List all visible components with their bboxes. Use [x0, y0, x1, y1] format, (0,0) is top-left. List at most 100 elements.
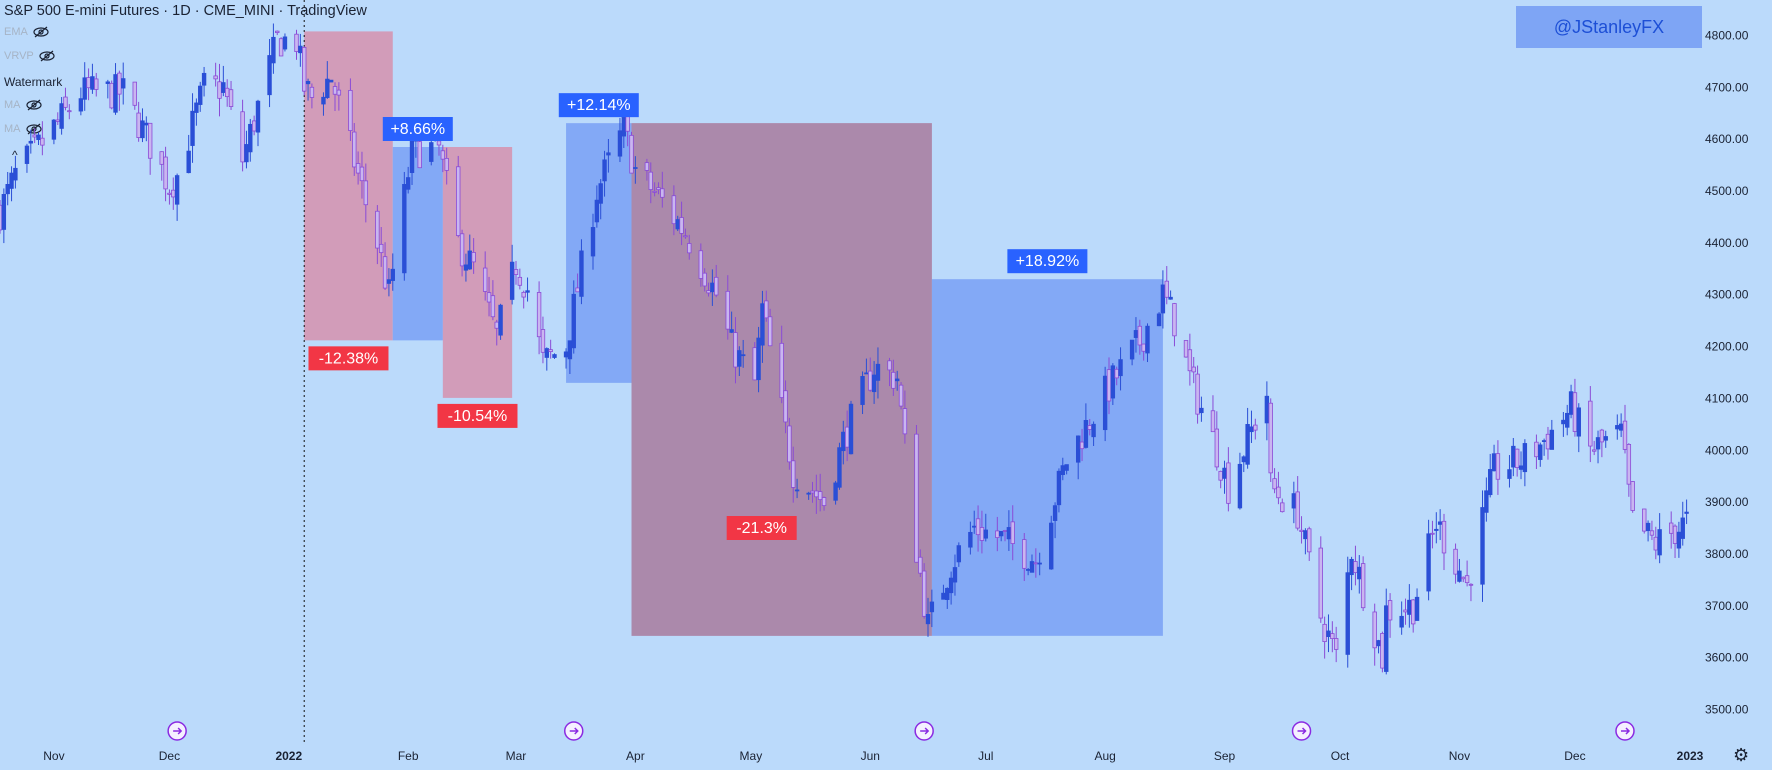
candle-body	[998, 531, 1004, 537]
y-tick-label: 4500.00	[1705, 184, 1749, 198]
indicator-ma-1[interactable]: MA	[4, 99, 43, 111]
indicator-ema[interactable]: EMA	[4, 26, 50, 38]
candle-body	[1106, 369, 1112, 402]
candle-body	[467, 250, 472, 270]
candle-body	[579, 250, 584, 297]
candle-body	[590, 227, 596, 257]
candle-body	[652, 190, 657, 193]
candle-body	[1299, 529, 1304, 532]
candle-body	[167, 192, 172, 195]
candle-body	[201, 72, 207, 86]
candle-body	[1437, 521, 1443, 525]
drawdown-box	[442, 147, 513, 398]
candle-body	[375, 210, 380, 249]
range-label-bg	[382, 117, 453, 142]
candle-body	[1588, 400, 1593, 447]
indicator-ma-2[interactable]: MA	[4, 123, 43, 135]
candle-body	[544, 348, 549, 358]
candle-body	[486, 292, 492, 303]
candle-body	[1156, 313, 1162, 327]
eye-off-icon[interactable]	[25, 123, 43, 135]
candle-body	[1006, 527, 1012, 540]
arrow-right-icon	[569, 727, 579, 735]
gear-icon[interactable]: ⚙	[1733, 745, 1750, 765]
candle-body	[1576, 407, 1581, 437]
indicator-vrvp[interactable]: VRVP	[4, 50, 56, 62]
candle-body	[509, 261, 515, 300]
candle-body	[1657, 529, 1662, 556]
x-tick-label: Sep	[1214, 749, 1236, 763]
candle-body	[36, 134, 41, 141]
collapse-legend-button[interactable]: ^	[12, 148, 18, 162]
candle-body	[1133, 330, 1139, 338]
candle-body	[136, 112, 141, 138]
candle-body	[945, 587, 950, 600]
candle-body	[517, 276, 523, 286]
candle-body	[968, 531, 973, 548]
candle-body	[536, 292, 542, 338]
candle-body	[871, 374, 877, 393]
candle-body	[1060, 465, 1065, 476]
candle-body	[213, 75, 218, 80]
candle-body	[710, 282, 715, 293]
candle-body	[59, 103, 64, 129]
candle-body	[948, 577, 954, 594]
candle-body	[1110, 365, 1116, 399]
candle-body	[706, 290, 711, 294]
y-tick-label: 4600.00	[1705, 132, 1749, 146]
candle-body	[995, 530, 1000, 538]
candle-body	[629, 134, 634, 174]
candle-body	[402, 184, 407, 274]
candle-body	[983, 529, 988, 539]
candle-body	[1618, 423, 1624, 431]
candle-body	[78, 98, 84, 112]
candle-body	[1676, 531, 1682, 549]
candle-body	[1160, 284, 1166, 314]
candle-body	[267, 55, 272, 96]
candle-body	[698, 250, 704, 279]
candle-body	[1491, 453, 1497, 472]
eye-off-icon[interactable]	[25, 99, 43, 111]
candle-body	[598, 183, 603, 204]
candle-body	[1245, 424, 1250, 465]
candle-body	[456, 166, 461, 236]
candle-body	[171, 189, 176, 198]
candle-body	[328, 79, 334, 83]
candle-body	[490, 295, 496, 318]
candle-body	[914, 433, 919, 563]
candle-body	[144, 122, 149, 126]
candle-body	[540, 329, 546, 353]
candle-body	[217, 81, 222, 99]
y-tick-label: 4000.00	[1705, 443, 1749, 457]
candle-body	[1033, 562, 1039, 565]
candle-body	[729, 329, 734, 333]
candle-body	[240, 111, 245, 163]
candle-body	[1249, 426, 1254, 433]
candle-body	[1272, 478, 1277, 490]
eye-off-icon[interactable]	[32, 26, 50, 38]
candle-body	[864, 372, 869, 375]
candle-body	[844, 426, 850, 448]
candle-body	[1172, 303, 1177, 337]
eye-off-icon[interactable]	[38, 50, 56, 62]
candle-body	[302, 47, 307, 92]
candle-body	[1668, 522, 1674, 534]
candle-body	[1522, 443, 1528, 473]
candle-body	[1029, 561, 1035, 573]
candle-body	[756, 337, 761, 381]
candle-body	[548, 349, 553, 353]
candle-body	[1380, 633, 1385, 669]
candle-body	[606, 152, 611, 156]
indicator-watermark-label: Watermark	[4, 75, 63, 89]
y-tick-label: 3600.00	[1705, 651, 1749, 665]
indicator-watermark[interactable]: Watermark	[4, 75, 62, 89]
candle-body	[24, 145, 30, 164]
candle-body	[1168, 296, 1173, 300]
candle-body	[117, 72, 122, 95]
candle-body	[1626, 444, 1632, 485]
candle-body	[1037, 562, 1042, 565]
candle-body	[174, 175, 180, 205]
event-markers	[167, 721, 1635, 741]
candle-body	[941, 592, 946, 600]
